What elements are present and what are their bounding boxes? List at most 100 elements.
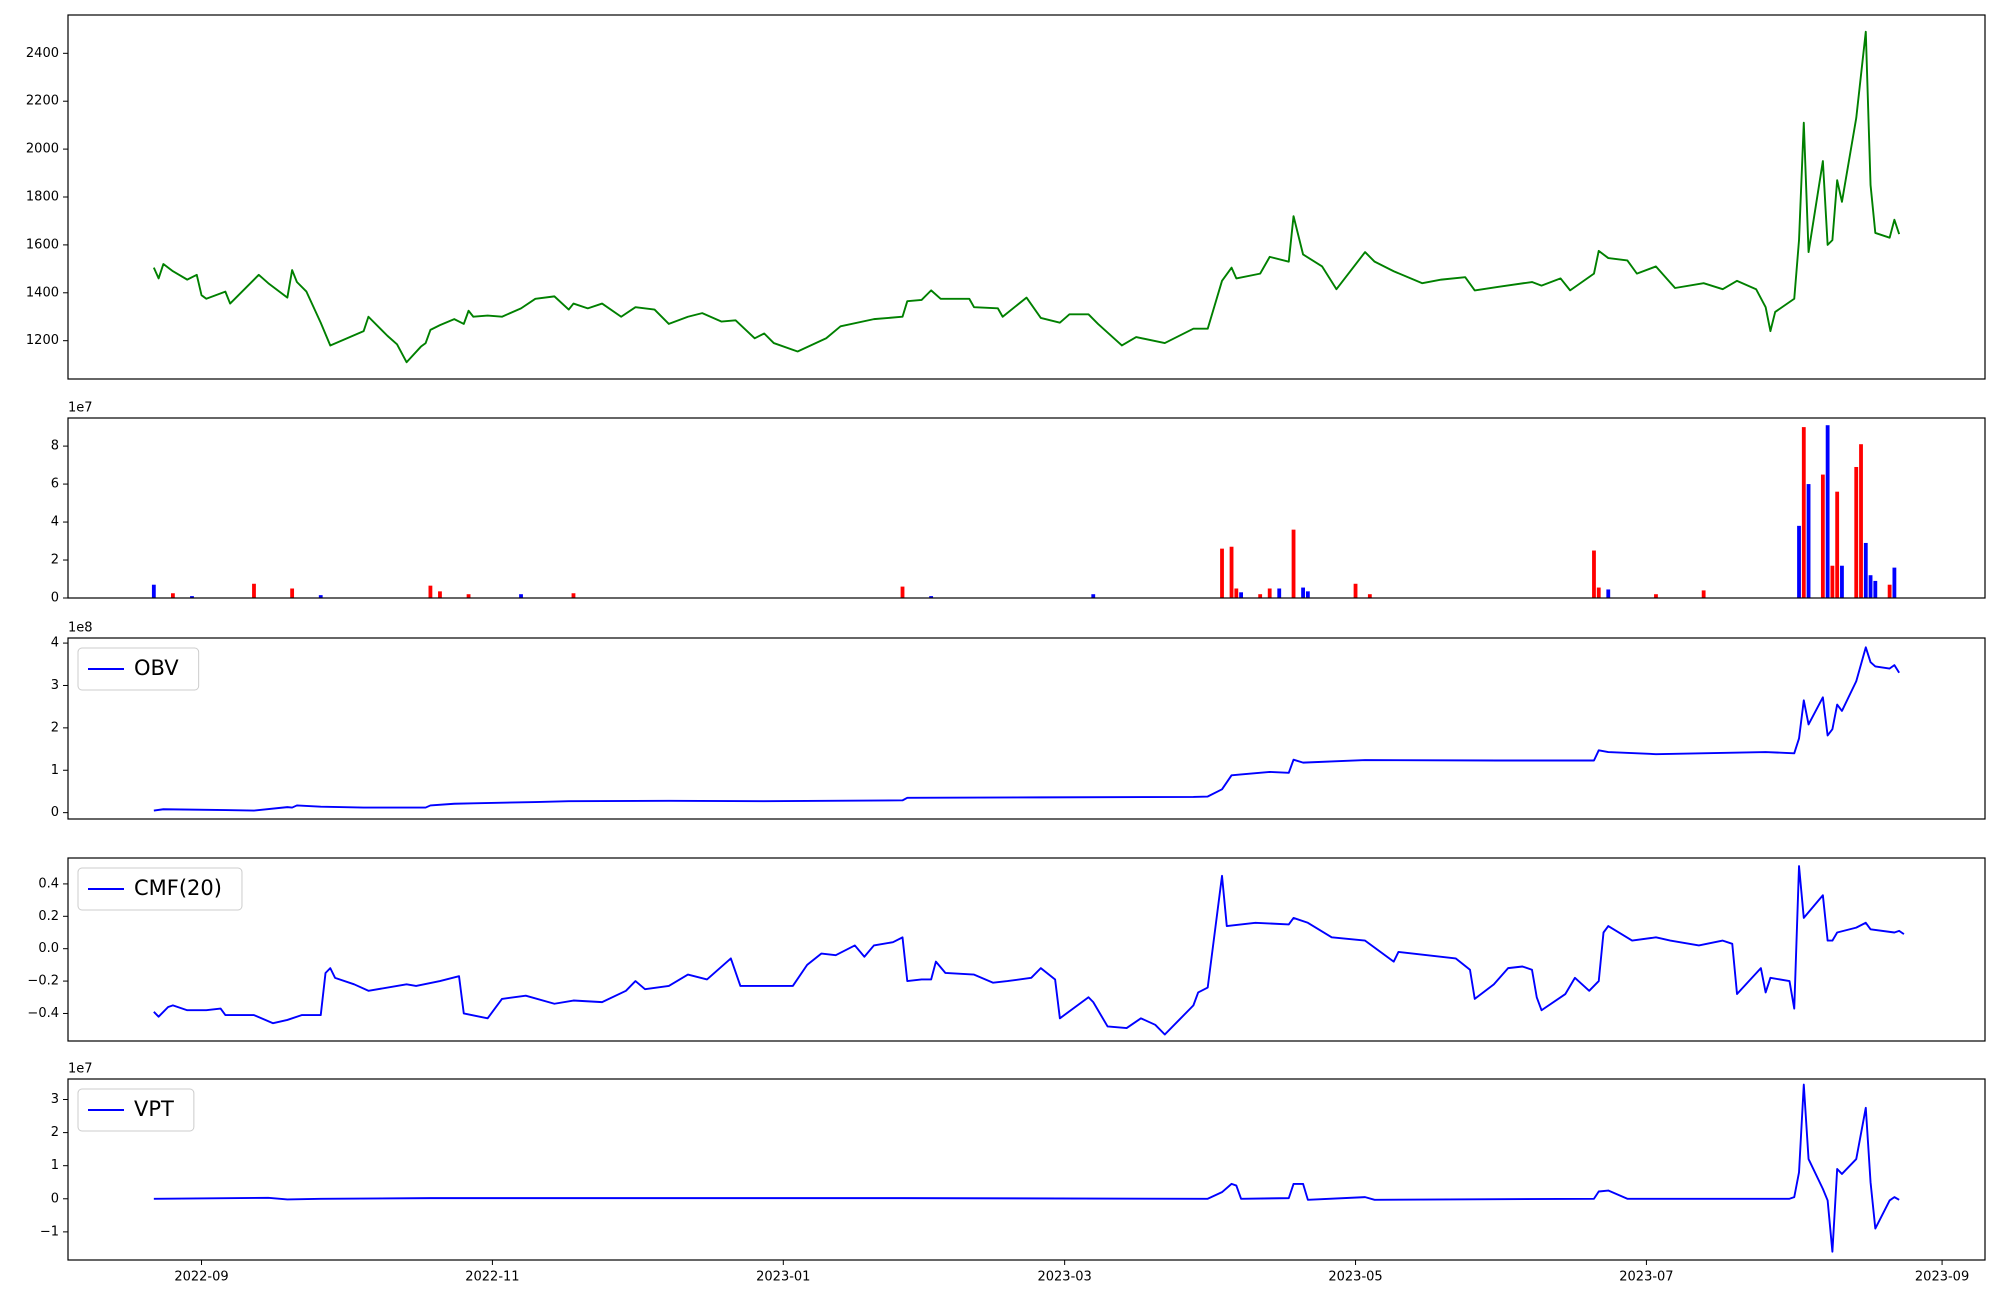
volume-bar bbox=[1234, 588, 1239, 598]
volume-bar bbox=[1820, 474, 1825, 598]
legend: CMF(20) bbox=[77, 867, 243, 911]
volume-bar bbox=[318, 595, 323, 598]
volume-bar bbox=[1806, 484, 1811, 598]
plot-area bbox=[153, 865, 1905, 1036]
y-tick-label: 0.0 bbox=[38, 941, 59, 956]
y-tick-label: 0.2 bbox=[38, 909, 59, 924]
volume-bar bbox=[571, 593, 576, 598]
x-tick-label: 2023-01 bbox=[756, 1270, 810, 1285]
axes-frame bbox=[67, 14, 1986, 380]
y-tick-label: 2 bbox=[51, 720, 59, 735]
volume-bar bbox=[1596, 587, 1601, 598]
x-tick-label: 2023-05 bbox=[1328, 1270, 1382, 1285]
y-tick-label: 6 bbox=[51, 477, 59, 492]
y-tick-label: 0 bbox=[51, 591, 59, 606]
volume-bar bbox=[1301, 587, 1305, 598]
volume-bar bbox=[1892, 567, 1897, 598]
volume-bar bbox=[1220, 548, 1224, 598]
volume-bar bbox=[1801, 427, 1806, 598]
volume-bar bbox=[1091, 594, 1096, 598]
x-tick-label: 2022-09 bbox=[174, 1270, 228, 1285]
legend-label: OBV bbox=[134, 656, 179, 680]
volume-bar bbox=[1239, 592, 1243, 598]
volume-bar bbox=[1291, 529, 1296, 598]
y-tick-label: 4 bbox=[51, 515, 59, 530]
x-tick-label: 2023-09 bbox=[1915, 1270, 1969, 1285]
volume-bar bbox=[1654, 594, 1658, 598]
x-tick-label: 2023-07 bbox=[1619, 1270, 1673, 1285]
volume-bar bbox=[1701, 590, 1706, 598]
legend: OBV bbox=[77, 647, 200, 691]
y-tick-label: 2 bbox=[51, 553, 59, 568]
volume-bar bbox=[1854, 466, 1859, 598]
y-tick-label: 1 bbox=[51, 763, 59, 778]
y-tick-label: 0 bbox=[51, 1191, 59, 1206]
legend: VPT bbox=[77, 1088, 195, 1132]
y-tick-label: −0.4 bbox=[27, 1006, 59, 1021]
volume-bar bbox=[171, 593, 175, 598]
line-series bbox=[153, 865, 1905, 1036]
volume-bar bbox=[252, 583, 256, 598]
volume-bar bbox=[1887, 584, 1892, 598]
volume-bar bbox=[1825, 425, 1830, 598]
plot-area bbox=[153, 646, 1900, 812]
volume-bar bbox=[190, 596, 194, 598]
volume-bar bbox=[1797, 525, 1801, 598]
volume-bar bbox=[1840, 565, 1844, 598]
axes-frame bbox=[67, 637, 1986, 820]
y-tick-label: −1 bbox=[40, 1224, 59, 1239]
axis-offset-label: 1e8 bbox=[68, 621, 93, 636]
volume-bar bbox=[1830, 565, 1835, 598]
volume-bar bbox=[1367, 594, 1372, 598]
y-tick-label: 1 bbox=[51, 1158, 59, 1173]
y-tick-label: 2000 bbox=[26, 142, 59, 157]
y-tick-label: 8 bbox=[51, 439, 59, 454]
volume-bar bbox=[1873, 580, 1878, 598]
y-tick-label: 0 bbox=[51, 805, 59, 820]
volume-bar bbox=[1258, 594, 1263, 598]
volume-bar bbox=[1229, 546, 1234, 598]
y-tick-label: 2400 bbox=[26, 46, 59, 61]
axes-frame bbox=[67, 1078, 1986, 1261]
x-tick-label: 2023-03 bbox=[1037, 1270, 1091, 1285]
volume-bar bbox=[1863, 542, 1868, 598]
volume-bar bbox=[428, 585, 433, 598]
y-tick-label: 0.4 bbox=[38, 876, 59, 891]
volume-bar bbox=[1592, 550, 1596, 598]
y-tick-label: 1400 bbox=[26, 285, 59, 300]
y-tick-label: −0.2 bbox=[27, 974, 59, 989]
volume-bar bbox=[1606, 589, 1611, 598]
volume-bar bbox=[1305, 591, 1310, 598]
plot-area bbox=[153, 1083, 1900, 1253]
y-tick-label: 3 bbox=[51, 678, 59, 693]
volume-bar bbox=[1835, 491, 1840, 598]
x-tick-label: 2022-11 bbox=[465, 1270, 519, 1285]
y-tick-label: 1200 bbox=[26, 333, 59, 348]
axis-offset-label: 1e7 bbox=[68, 401, 93, 416]
y-tick-label: 2 bbox=[51, 1125, 59, 1140]
line-series bbox=[153, 646, 1900, 812]
volume-bar bbox=[290, 588, 295, 598]
legend-label: VPT bbox=[134, 1097, 174, 1121]
legend-label: CMF(20) bbox=[134, 876, 222, 900]
y-tick-label: 2200 bbox=[26, 94, 59, 109]
axes-frame bbox=[67, 857, 1986, 1042]
line-series bbox=[153, 1083, 1900, 1253]
volume-bar bbox=[1868, 575, 1873, 598]
y-tick-label: 1800 bbox=[26, 190, 59, 205]
volume-bar bbox=[438, 591, 442, 598]
volume-bar bbox=[1277, 588, 1282, 598]
volume-bar bbox=[900, 586, 905, 598]
volume-bar bbox=[519, 594, 523, 598]
volume-bar bbox=[1353, 583, 1358, 598]
volume-bar bbox=[466, 594, 471, 598]
volume-bar bbox=[151, 584, 156, 598]
volume-bar bbox=[929, 596, 934, 598]
plot-area bbox=[152, 30, 1901, 364]
y-tick-label: 3 bbox=[51, 1092, 59, 1107]
axis-offset-label: 1e7 bbox=[68, 1062, 93, 1077]
legend-box bbox=[77, 647, 200, 691]
volume-bar bbox=[1859, 444, 1863, 598]
